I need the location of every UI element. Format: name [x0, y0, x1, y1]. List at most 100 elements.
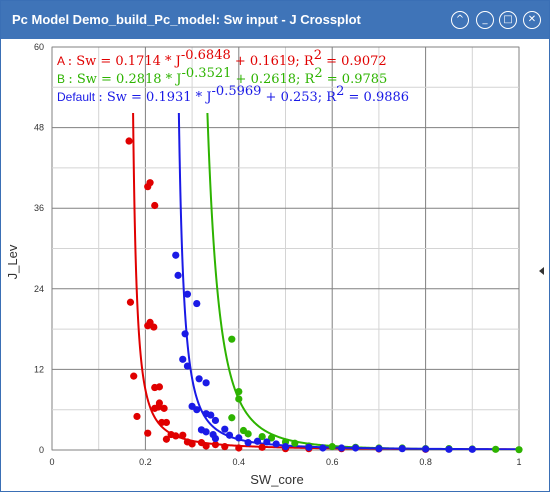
point-a [126, 298, 135, 306]
fit-curve-default [177, 113, 519, 450]
point-a [133, 412, 141, 421]
point-b [328, 443, 336, 451]
point-a [144, 429, 152, 437]
y-tick-label: 60 [34, 42, 44, 52]
equation-legend: A : Sw = 0.1714 * J-0.6848 + 0.1619; R2 … [57, 48, 409, 105]
point-b [492, 445, 500, 453]
point-b [235, 395, 243, 403]
equation-exponent: -0.6848 [181, 48, 231, 63]
point-a [146, 179, 154, 187]
point-default [183, 362, 192, 370]
point-default [398, 445, 406, 453]
point-default [211, 434, 220, 443]
side-panel-toggle-icon[interactable] [539, 267, 544, 275]
x-tick-label: 0.8 [419, 457, 432, 467]
equation-exponent: 2 [314, 66, 322, 81]
minimize-icon[interactable]: _ [476, 11, 494, 29]
crossplot-chart: 0 0.2 0.4 0.6 0.8 1 0 12 24 36 48 60 A : Sw = 0.171… [5, 42, 523, 487]
point-default [202, 379, 210, 387]
point-a [235, 444, 243, 452]
point-default [172, 251, 180, 259]
point-default [351, 444, 360, 452]
point-a [155, 383, 164, 391]
point-default [305, 443, 313, 451]
point-b [258, 432, 266, 441]
point-default [193, 299, 201, 308]
maximize-icon[interactable]: □ [499, 11, 517, 29]
equation-series-name: A [57, 54, 68, 68]
point-default [211, 416, 220, 425]
point-a [150, 323, 158, 331]
equation-text: : Sw = 0.1931 * J [98, 90, 211, 105]
point-b [291, 439, 299, 447]
grid-layer [51, 46, 520, 451]
equation-text: : Sw = 0.2818 * J [68, 72, 181, 87]
y-tick-label: 12 [34, 364, 44, 374]
x-tick-label: 0.2 [139, 457, 152, 467]
point-default [225, 431, 234, 439]
y-axis-label: J_Lev [5, 244, 20, 279]
equation-text: : Sw = 0.1714 * J [68, 54, 181, 69]
point-default [263, 438, 271, 446]
title-bar[interactable]: Pc Model Demo_build_Pc_model: Sw input -… [1, 1, 549, 39]
close-icon[interactable]: ✕ [523, 11, 541, 29]
point-b [267, 434, 276, 442]
point-default [221, 425, 229, 433]
equation-series-name: Default [57, 90, 98, 104]
equation-text: + 0.2618; R [231, 72, 315, 87]
window-title: Pc Model Demo_build_Pc_model: Sw input -… [12, 12, 361, 27]
point-default [375, 445, 383, 453]
point-b [235, 387, 243, 396]
equation-text: = 0.9785 [323, 72, 388, 87]
point-default [181, 330, 189, 338]
x-tick-label: 0 [49, 457, 54, 467]
point-a [155, 399, 164, 407]
point-a [130, 372, 138, 380]
equation-exponent: 2 [314, 48, 322, 63]
equation-text: = 0.9886 [344, 90, 409, 105]
x-tick-label: 0.4 [233, 457, 246, 467]
point-a [172, 432, 180, 440]
equation-series-name: B [57, 72, 68, 86]
equation-exponent: -0.5969 [212, 84, 262, 99]
point-a [162, 435, 171, 443]
point-a [258, 443, 266, 451]
point-default [244, 439, 252, 447]
point-default [195, 375, 203, 383]
equation-a: A : Sw = 0.1714 * J-0.6848 + 0.1619; R2 … [57, 48, 387, 69]
equation-text: + 0.1619; R [231, 54, 315, 69]
y-tick-label: 48 [34, 123, 44, 133]
point-default [281, 443, 290, 451]
equation-b: B : Sw = 0.2818 * J-0.3521 + 0.2618; R2 … [57, 66, 387, 87]
y-tick-label: 0 [39, 445, 44, 455]
equation-text: + 0.253; R [261, 90, 337, 105]
equation-text: = 0.9072 [322, 54, 387, 69]
point-b [515, 446, 523, 454]
point-b [228, 335, 236, 343]
point-default [179, 355, 187, 363]
point-default [319, 444, 327, 452]
equation-exponent: -0.3521 [182, 66, 232, 81]
point-a [125, 137, 133, 145]
point-default [422, 445, 430, 453]
axis-layer: 0 0.2 0.4 0.6 0.8 1 0 12 24 36 48 60 [34, 42, 522, 467]
points-layer [125, 137, 523, 454]
point-default [445, 445, 453, 453]
x-tick-label: 1 [516, 457, 521, 467]
y-tick-label: 36 [34, 203, 44, 213]
point-default [207, 411, 215, 419]
point-a [188, 440, 196, 448]
point-a [160, 404, 168, 412]
equation-exponent: 2 [336, 84, 344, 99]
point-a [211, 441, 220, 449]
x-tick-label: 0.6 [326, 457, 339, 467]
point-b [244, 430, 252, 438]
point-default [183, 290, 192, 298]
collapse-icon[interactable]: ^ [451, 11, 469, 29]
point-a [151, 404, 159, 412]
point-b [228, 414, 236, 422]
point-a [179, 431, 187, 439]
y-tick-label: 24 [34, 284, 44, 294]
point-a [162, 418, 171, 427]
